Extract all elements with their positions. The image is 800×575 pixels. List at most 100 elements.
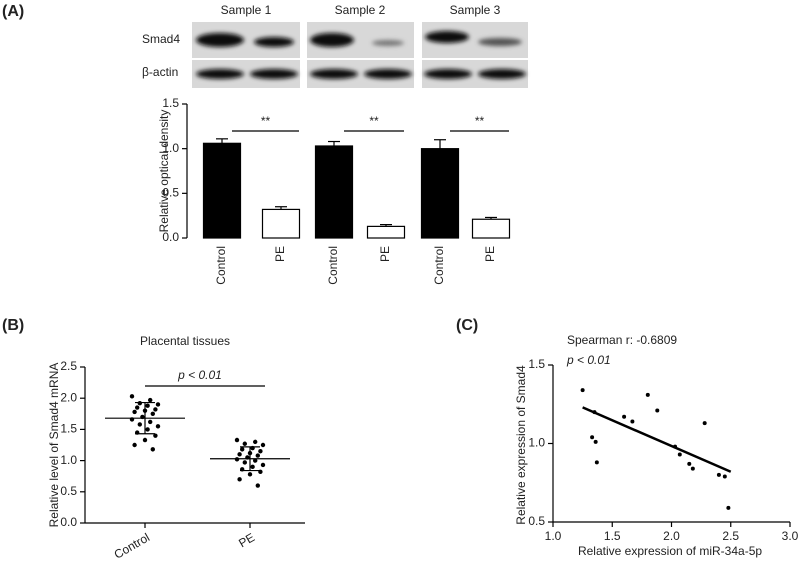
annotation: Spearman r: -0.6809 bbox=[567, 333, 677, 347]
y-tick-label: 0.0 bbox=[162, 230, 179, 244]
data-point bbox=[677, 452, 682, 457]
y-tick-label: 1.5 bbox=[162, 96, 179, 110]
data-point bbox=[260, 462, 266, 468]
data-point bbox=[137, 422, 142, 427]
y-tick-label: 0.5 bbox=[162, 186, 179, 200]
x-tick-label: 1.5 bbox=[604, 529, 621, 543]
data-point bbox=[593, 439, 598, 444]
data-point bbox=[153, 407, 158, 412]
significance-label: ** bbox=[475, 114, 485, 128]
bar bbox=[471, 218, 511, 239]
data-point bbox=[155, 424, 161, 429]
data-point bbox=[132, 409, 137, 415]
y-axis-label: Relative level of Smad4 mRNA bbox=[47, 363, 61, 528]
data-point bbox=[237, 477, 242, 482]
x-tick-label: PE bbox=[273, 246, 287, 262]
row-label: β-actin bbox=[142, 65, 178, 79]
x-axis-label: Relative expression of miR-34a-5p bbox=[578, 544, 762, 558]
annotation: p < 0.01 bbox=[566, 353, 611, 367]
y-tick-label: 2.5 bbox=[60, 359, 77, 373]
bar bbox=[420, 148, 460, 239]
data-point bbox=[594, 460, 599, 465]
sample-label: Sample 1 bbox=[221, 3, 272, 17]
y-axis-label: Relative expression of Smad4 bbox=[514, 365, 528, 525]
data-point bbox=[726, 505, 731, 510]
x-tick-label: PE bbox=[483, 246, 497, 262]
panel-label: (A) bbox=[2, 3, 24, 20]
x-tick-label: 3.0 bbox=[782, 529, 799, 543]
data-point bbox=[702, 421, 707, 426]
data-point bbox=[645, 392, 650, 397]
x-tick-label: Control bbox=[112, 530, 153, 561]
data-point bbox=[247, 472, 253, 477]
data-point bbox=[590, 435, 595, 440]
y-tick-label: 1.0 bbox=[60, 453, 77, 467]
y-tick-label: 1.0 bbox=[162, 141, 179, 155]
data-point bbox=[240, 447, 245, 452]
data-point bbox=[129, 394, 135, 399]
data-point bbox=[630, 419, 635, 424]
data-point bbox=[148, 397, 153, 403]
y-tick-label: 1.0 bbox=[528, 436, 545, 450]
bar bbox=[314, 145, 354, 239]
x-tick-label: Control bbox=[326, 246, 340, 285]
x-tick-label: PE bbox=[236, 530, 257, 550]
data-point bbox=[255, 483, 260, 488]
data-point bbox=[135, 405, 140, 410]
data-point bbox=[253, 439, 258, 445]
x-tick-label: 1.0 bbox=[545, 529, 562, 543]
data-point bbox=[250, 464, 255, 470]
annotation: p < 0.01 bbox=[177, 368, 222, 382]
sample-label: Sample 3 bbox=[450, 3, 501, 17]
data-point bbox=[155, 402, 161, 407]
data-point bbox=[722, 474, 727, 479]
bar bbox=[261, 208, 301, 239]
panel-label: (B) bbox=[2, 317, 24, 334]
x-tick-label: 2.0 bbox=[663, 529, 680, 543]
y-tick-label: 2.0 bbox=[60, 390, 77, 404]
bar bbox=[202, 142, 242, 239]
sample-label: Sample 2 bbox=[335, 3, 386, 17]
y-tick-label: 1.5 bbox=[528, 357, 545, 371]
data-point bbox=[242, 441, 247, 446]
y-tick-label: 0.0 bbox=[60, 515, 77, 529]
data-point bbox=[142, 437, 148, 443]
x-tick-label: PE bbox=[378, 246, 392, 262]
data-point bbox=[242, 460, 247, 465]
data-point bbox=[690, 466, 695, 471]
data-point bbox=[150, 411, 155, 416]
data-point bbox=[148, 419, 153, 425]
y-tick-label: 0.5 bbox=[528, 514, 545, 528]
x-tick-label: Control bbox=[432, 246, 446, 285]
data-point bbox=[622, 414, 627, 419]
y-tick-label: 0.5 bbox=[60, 484, 77, 498]
significance-label: ** bbox=[261, 114, 271, 128]
data-point bbox=[253, 458, 258, 463]
data-point bbox=[145, 403, 150, 408]
x-tick-label: Control bbox=[214, 246, 228, 285]
data-point bbox=[145, 427, 150, 432]
data-point bbox=[237, 452, 242, 457]
western-blot bbox=[192, 22, 528, 88]
data-point bbox=[234, 437, 240, 443]
data-point bbox=[150, 447, 155, 452]
data-point bbox=[137, 400, 142, 406]
data-point bbox=[255, 453, 260, 458]
data-point bbox=[153, 433, 158, 438]
data-point bbox=[132, 442, 137, 448]
chart-title: Placental tissues bbox=[140, 334, 230, 348]
y-axis-label: Relative optical density bbox=[157, 110, 171, 233]
data-point bbox=[234, 457, 240, 462]
data-point bbox=[655, 408, 660, 413]
significance-label: ** bbox=[369, 114, 379, 128]
data-point bbox=[687, 461, 692, 466]
data-point bbox=[258, 449, 263, 454]
data-point bbox=[260, 442, 266, 448]
data-point bbox=[716, 472, 721, 477]
x-tick-label: 2.5 bbox=[722, 529, 739, 543]
data-point bbox=[580, 388, 585, 393]
bar bbox=[366, 225, 406, 239]
fit-line bbox=[582, 406, 732, 473]
row-label: Smad4 bbox=[142, 32, 180, 46]
